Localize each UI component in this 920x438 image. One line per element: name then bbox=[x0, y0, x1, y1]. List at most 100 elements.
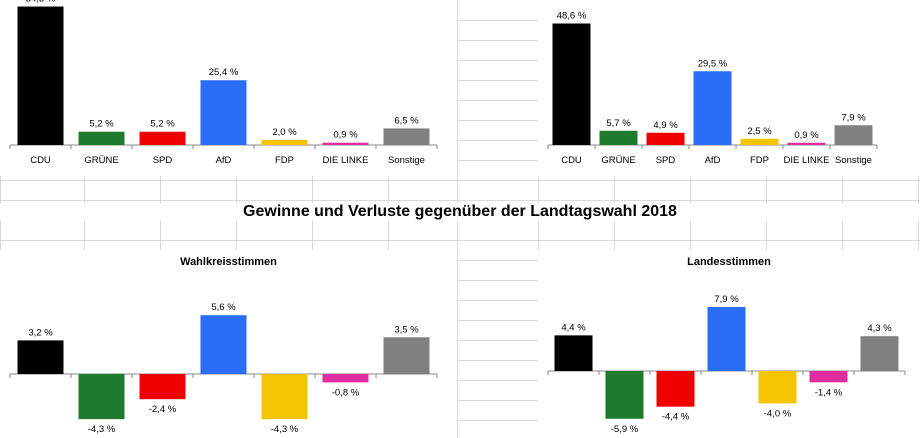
bar-sonstige bbox=[860, 336, 899, 371]
grid-row-line bbox=[0, 200, 920, 201]
data-label: 4,3 % bbox=[867, 323, 892, 334]
bar-afd bbox=[693, 71, 732, 145]
chart-top-left[interactable]: 54,3 % CDU 5,2 % GRÜNE 5,2 % SPD 25,4 % AfD 2,0 … bbox=[0, 0, 457, 176]
chart-wahlkreisstimmen[interactable]: Wahlkreisstimmen 3,2 % -4,3 % -2,4 % 5,6 % -… bbox=[0, 250, 457, 438]
category-label: CDU bbox=[561, 155, 582, 166]
category-label: AfD bbox=[705, 155, 721, 166]
grid-row-line bbox=[0, 100, 920, 101]
data-label: -2,4 % bbox=[149, 404, 177, 415]
grid-row-line bbox=[0, 160, 920, 161]
grid-row-line bbox=[0, 180, 920, 181]
bar-spd bbox=[139, 131, 186, 145]
grid-row-line bbox=[0, 20, 920, 21]
bar-spd bbox=[139, 374, 186, 400]
bar-fdp bbox=[740, 138, 779, 145]
chart-svg-top-right: 48,6 % CDU 5,7 % GRÜNE 4,9 % SPD 29,5 % AfD 2,5 … bbox=[547, 11, 878, 166]
chart-top-right[interactable]: 48,6 % CDU 5,7 % GRÜNE 4,9 % SPD 29,5 % AfD 2,5 … bbox=[538, 0, 920, 176]
data-label: -4,4 % bbox=[662, 412, 690, 423]
category-label: AfD bbox=[216, 155, 232, 166]
chart-title-landesstimmen: Landesstimmen bbox=[687, 256, 771, 268]
data-label: -4,3 % bbox=[88, 424, 116, 435]
bar-afd bbox=[200, 80, 247, 145]
data-label: -5,9 % bbox=[611, 424, 639, 435]
bar-gruene bbox=[78, 131, 125, 145]
category-label: GRÜNE bbox=[601, 155, 635, 166]
data-label: -4,3 % bbox=[271, 424, 299, 435]
grid-row-line bbox=[0, 260, 920, 261]
data-label: 7,9 % bbox=[714, 294, 739, 305]
bar-fdp bbox=[261, 374, 308, 420]
category-label: SPD bbox=[153, 155, 173, 166]
data-label: 25,4 % bbox=[209, 67, 239, 78]
data-label: 7,9 % bbox=[841, 112, 866, 123]
data-label: -1,4 % bbox=[815, 387, 843, 398]
grid-row-line bbox=[0, 300, 920, 301]
bar-die-linke bbox=[322, 142, 369, 145]
grid-row-line bbox=[0, 360, 920, 361]
data-label: 4,9 % bbox=[653, 120, 678, 131]
grid-row-line bbox=[0, 120, 920, 121]
grid-row-line bbox=[0, 60, 920, 61]
grid-row-line bbox=[0, 280, 920, 281]
data-label: 29,5 % bbox=[698, 58, 728, 69]
category-label: DIE LINKE bbox=[323, 155, 369, 166]
grid-row-line bbox=[0, 380, 920, 381]
category-label: FDP bbox=[275, 155, 294, 166]
data-label: 3,2 % bbox=[28, 327, 53, 338]
bar-gruene bbox=[605, 371, 644, 419]
bar-fdp bbox=[261, 139, 308, 145]
category-label: GRÜNE bbox=[84, 155, 118, 166]
grid-row-line bbox=[0, 240, 920, 241]
grid-row-line bbox=[0, 420, 920, 421]
data-label: 3,5 % bbox=[394, 324, 419, 335]
grid-row-line bbox=[0, 320, 920, 321]
category-label: Sonstige bbox=[388, 155, 425, 166]
grid-row-line bbox=[0, 140, 920, 141]
bar-cdu bbox=[554, 335, 593, 371]
data-label: 5,7 % bbox=[606, 118, 631, 129]
data-label: 48,6 % bbox=[557, 11, 587, 22]
bar-spd bbox=[656, 371, 695, 407]
bar-cdu bbox=[17, 6, 64, 145]
category-label: Sonstige bbox=[835, 155, 872, 166]
bar-spd bbox=[646, 132, 685, 145]
data-label: 4,4 % bbox=[561, 322, 586, 333]
chart-title-wahlkreisstimmen: Wahlkreisstimmen bbox=[180, 256, 277, 268]
main-title: Gewinne und Verluste gegenüber der Landt… bbox=[0, 203, 920, 221]
bar-afd bbox=[707, 307, 746, 371]
bar-fdp bbox=[758, 371, 797, 404]
data-label: -4,0 % bbox=[764, 408, 792, 419]
category-label: SPD bbox=[656, 155, 676, 166]
bar-die-linke bbox=[787, 142, 826, 145]
bar-cdu bbox=[17, 340, 64, 374]
data-label: 2,5 % bbox=[747, 126, 772, 137]
chart-svg-top-left: 54,3 % CDU 5,2 % GRÜNE 5,2 % SPD 25,4 % AfD 2,0 … bbox=[9, 0, 438, 166]
bar-sonstige bbox=[383, 128, 430, 145]
chart-svg-wahlkreisstimmen: 3,2 % -4,3 % -2,4 % 5,6 % -4,3 % -0,8 % 3,5 % bbox=[9, 302, 438, 435]
bar-die-linke bbox=[322, 374, 369, 383]
grid-row-line bbox=[0, 80, 920, 81]
data-label: 2,0 % bbox=[272, 127, 297, 138]
bar-sonstige bbox=[834, 125, 873, 145]
data-label: -0,8 % bbox=[332, 387, 360, 398]
grid-row-line bbox=[0, 340, 920, 341]
data-label: 0,9 % bbox=[794, 130, 819, 141]
bar-afd bbox=[200, 315, 247, 374]
data-label: 5,6 % bbox=[211, 302, 236, 313]
bar-sonstige bbox=[383, 337, 430, 374]
data-label: 6,5 % bbox=[394, 115, 419, 126]
grid-row-line bbox=[0, 400, 920, 401]
chart-landesstimmen[interactable]: Landesstimmen 4,4 % -5,9 % -4,4 % 7,9 % -4,0… bbox=[538, 250, 920, 438]
data-label: 5,2 % bbox=[89, 119, 114, 130]
bar-gruene bbox=[599, 130, 638, 145]
grid-row-line bbox=[0, 40, 920, 41]
category-label: DIE LINKE bbox=[784, 155, 830, 166]
bar-die-linke bbox=[809, 371, 848, 383]
data-label: 54,3 % bbox=[26, 0, 56, 5]
bar-gruene bbox=[78, 374, 125, 420]
category-label: CDU bbox=[30, 155, 51, 166]
data-label: 5,2 % bbox=[150, 119, 175, 130]
bar-cdu bbox=[552, 23, 591, 145]
category-label: FDP bbox=[750, 155, 769, 166]
